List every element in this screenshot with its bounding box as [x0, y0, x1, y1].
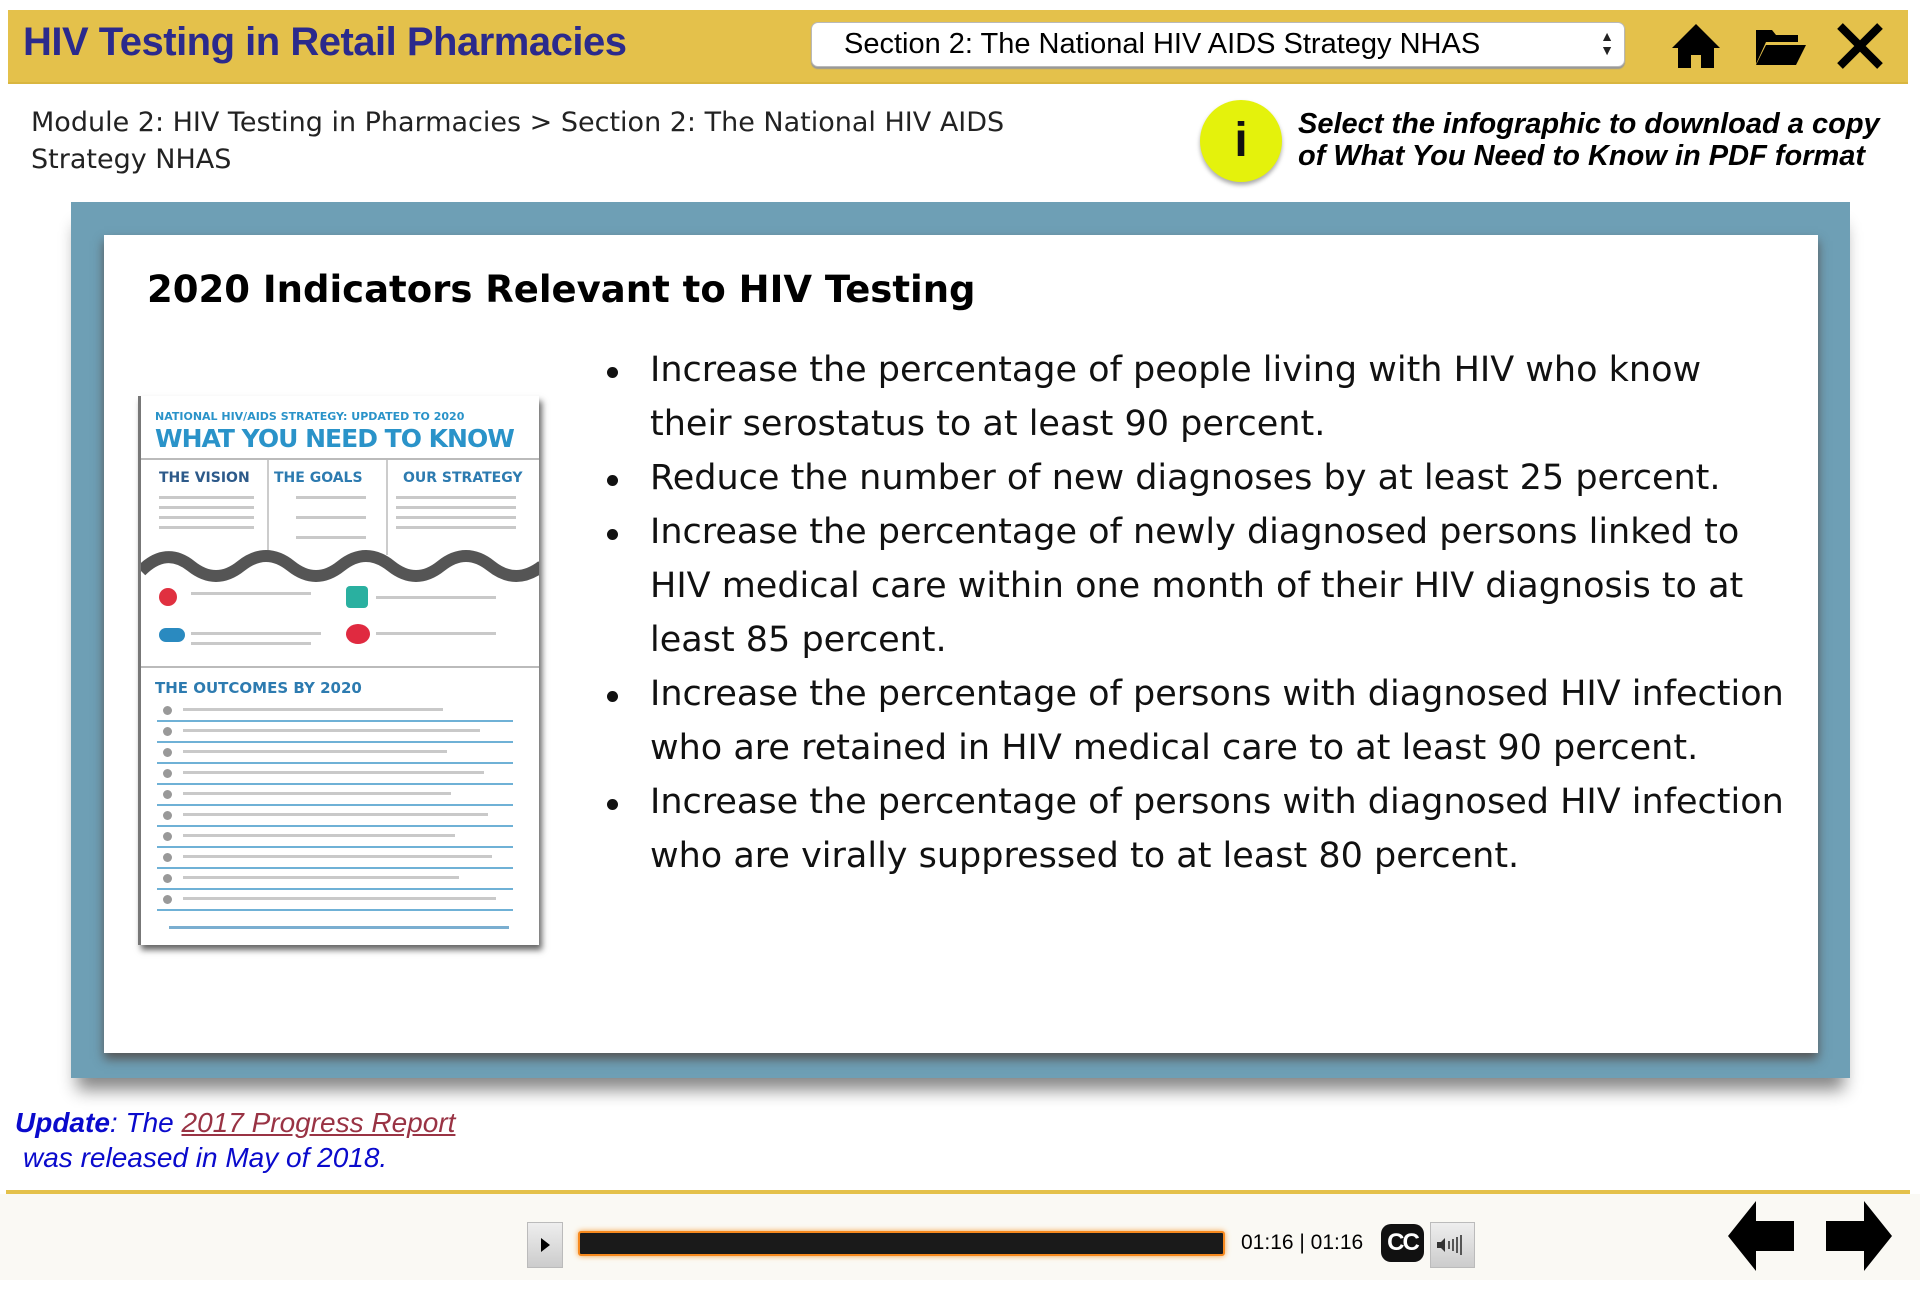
update-note: Update: The 2017 Progress Report was rel… — [15, 1105, 455, 1175]
outcome-text-line — [183, 750, 447, 753]
outcome-icon — [163, 706, 172, 715]
breadcrumb: Module 2: HIV Testing in Pharmacies > Se… — [31, 107, 1005, 175]
outcome-icon — [163, 748, 172, 757]
close-icon[interactable] — [1832, 18, 1888, 74]
infographic-col-strategy: OUR STRATEGY — [403, 470, 523, 486]
list-item: Increase the percentage of people living… — [605, 343, 1785, 451]
outcome-text-line — [183, 729, 480, 732]
wave-graphic — [141, 550, 539, 582]
info-text-line: Select the infographic to download a cop… — [1298, 108, 1880, 140]
outcome-icon — [163, 874, 172, 883]
divider — [157, 867, 513, 869]
medical-icon — [346, 586, 368, 608]
outcome-icon — [163, 727, 172, 736]
outcome-icon — [163, 895, 172, 904]
volume-button[interactable] — [1430, 1222, 1475, 1268]
divider — [157, 783, 513, 785]
back-arrow-icon[interactable] — [1726, 1197, 1796, 1275]
divider — [157, 825, 513, 827]
content-heading: 2020 Indicators Relevant to HIV Testing — [147, 268, 976, 311]
infographic-col-goals: THE GOALS — [274, 470, 363, 486]
info-icon[interactable]: i — [1200, 100, 1282, 182]
cc-button[interactable]: CC — [1381, 1224, 1424, 1262]
infographic-footer-line — [169, 926, 509, 929]
outcome-icon — [163, 853, 172, 862]
divider — [157, 720, 513, 722]
divider — [157, 846, 513, 848]
section-select[interactable]: Section 2: The National HIV AIDS Strateg… — [811, 22, 1625, 67]
pill-icon — [159, 628, 185, 642]
indicator-list: Increase the percentage of people living… — [605, 343, 1785, 883]
forward-arrow-icon[interactable] — [1824, 1197, 1894, 1275]
infographic-title: WHAT YOU NEED TO KNOW — [155, 424, 515, 453]
outcome-icon — [163, 790, 172, 799]
play-button[interactable] — [527, 1222, 563, 1268]
volume-icon — [1437, 1235, 1462, 1255]
outcome-text-line — [183, 876, 459, 879]
folder-icon[interactable] — [1752, 18, 1808, 74]
update-text: : The — [109, 1107, 182, 1138]
list-item: Reduce the number of new diagnoses by at… — [605, 451, 1785, 505]
infographic-thumbnail[interactable]: NATIONAL HIV/AIDS STRATEGY: UPDATED TO 2… — [138, 396, 539, 945]
outcome-text-line — [183, 813, 488, 816]
cross-icon — [159, 588, 177, 606]
outcome-text-line — [183, 897, 496, 900]
progress-bar[interactable] — [578, 1231, 1225, 1256]
divider — [6, 1190, 1910, 1194]
infographic-col-vision: THE VISION — [159, 470, 250, 486]
outcome-text-line — [183, 792, 451, 795]
divider — [267, 460, 269, 555]
divider — [141, 458, 539, 460]
outcome-icon — [163, 811, 172, 820]
divider — [157, 888, 513, 890]
outcome-text-line — [183, 834, 455, 837]
divider — [386, 460, 388, 555]
time-display: 01:16 | 01:16 — [1241, 1231, 1364, 1254]
infographic-outcomes: THE OUTCOMES BY 2020 — [155, 679, 362, 697]
outcome-text-line — [183, 855, 492, 858]
info-text: Select the infographic to download a cop… — [1298, 108, 1880, 172]
divider — [157, 741, 513, 743]
divider — [157, 909, 513, 911]
update-text: was released in May of 2018. — [23, 1142, 388, 1173]
outcome-text-line — [183, 708, 443, 711]
info-text-line: of What You Need to Know in PDF format — [1298, 140, 1866, 172]
progress-report-link[interactable]: 2017 Progress Report — [181, 1107, 456, 1138]
infographic-kicker: NATIONAL HIV/AIDS STRATEGY: UPDATED TO 2… — [155, 410, 465, 423]
divider — [157, 762, 513, 764]
list-item: Increase the percentage of persons with … — [605, 667, 1785, 775]
divider — [157, 804, 513, 806]
app-title: HIV Testing in Retail Pharmacies — [23, 20, 627, 64]
divider — [141, 666, 539, 668]
heart-icon — [346, 624, 370, 644]
list-item: Increase the percentage of newly diagnos… — [605, 505, 1785, 667]
select-arrows-icon: ▲ ▼ — [1600, 28, 1614, 58]
section-select-value: Section 2: The National HIV AIDS Strateg… — [844, 28, 1481, 60]
home-icon[interactable] — [1668, 18, 1724, 74]
outcome-icon — [163, 832, 172, 841]
outcome-text-line — [183, 771, 484, 774]
list-item: Increase the percentage of persons with … — [605, 775, 1785, 883]
play-icon — [541, 1238, 550, 1252]
update-label: Update — [15, 1107, 110, 1138]
outcome-icon — [163, 769, 172, 778]
